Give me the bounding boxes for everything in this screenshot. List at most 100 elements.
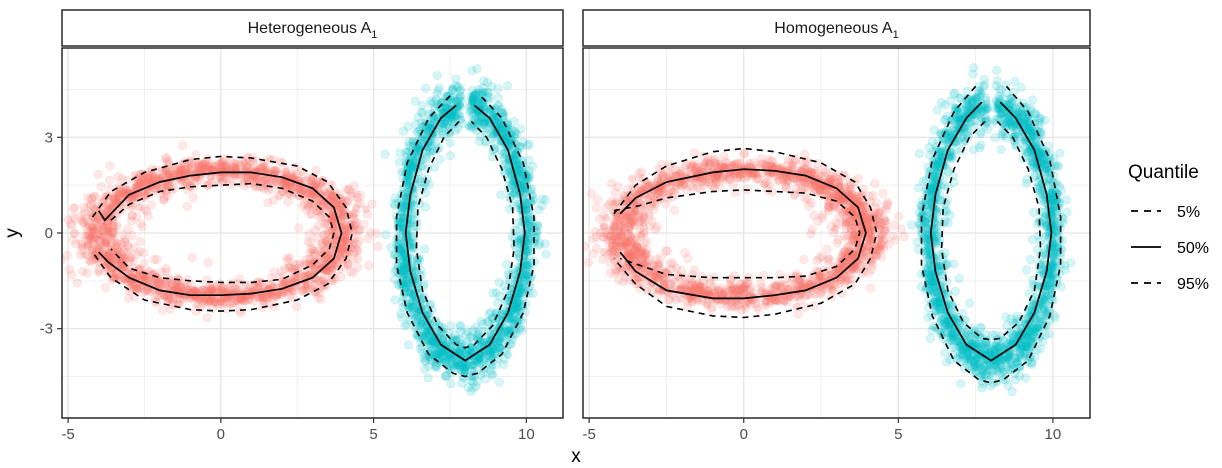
data-point [221, 160, 232, 170]
data-point [126, 256, 135, 264]
data-point [137, 222, 148, 232]
data-point [152, 290, 163, 300]
data-point [322, 237, 332, 247]
data-point [448, 84, 457, 93]
data-point [511, 147, 519, 155]
data-point [806, 229, 816, 239]
data-point [302, 188, 312, 198]
data-point [398, 198, 407, 207]
data-point [131, 178, 142, 188]
data-point [583, 257, 594, 268]
data-point [828, 285, 837, 294]
data-point [192, 289, 203, 299]
facet-label-heterogeneous: Heterogeneous A1 [248, 20, 378, 41]
data-point [809, 210, 819, 221]
data-point [191, 306, 201, 316]
data-point [95, 259, 104, 268]
data-point [176, 282, 186, 292]
data-point [139, 248, 149, 258]
data-point [134, 264, 145, 274]
data-point [349, 213, 359, 223]
data-point [270, 291, 280, 301]
data-point [261, 178, 271, 188]
data-point [294, 260, 305, 270]
data-point [292, 273, 302, 283]
data-point [159, 195, 169, 205]
data-point [688, 160, 697, 168]
data-point [89, 244, 98, 253]
data-point [306, 176, 316, 187]
data-point [182, 178, 192, 189]
data-point [106, 242, 117, 252]
data-point [193, 299, 203, 309]
data-point [181, 164, 191, 174]
data-point [77, 209, 87, 220]
data-point [212, 298, 223, 308]
data-point [417, 135, 426, 144]
data-point [349, 253, 359, 264]
facet-label-homogeneous: Homogeneous A1 [774, 20, 898, 41]
data-point [75, 250, 86, 260]
data-point [725, 280, 734, 289]
data-point [258, 183, 269, 194]
data-point [109, 227, 119, 238]
data-point [203, 180, 213, 190]
data-point [438, 356, 447, 365]
data-point [77, 216, 86, 225]
data-point [295, 270, 306, 281]
data-point [269, 267, 279, 277]
data-point [396, 308, 406, 319]
data-point [113, 171, 123, 182]
data-point [218, 283, 228, 293]
data-point [865, 283, 876, 293]
data-point [332, 258, 342, 269]
data-point [209, 297, 220, 308]
data-point [363, 233, 373, 244]
data-point [120, 253, 131, 264]
data-point [534, 205, 544, 215]
data-point [93, 169, 104, 180]
data-point [586, 189, 596, 199]
data-point [82, 239, 93, 250]
data-point [310, 246, 319, 255]
data-point [153, 277, 164, 287]
data-point [441, 102, 450, 111]
data-point [243, 294, 253, 305]
data-point [168, 293, 178, 303]
data-point [478, 319, 488, 329]
data-point [299, 255, 310, 265]
data-point [83, 217, 93, 227]
data-point [894, 211, 904, 221]
data-point [125, 252, 136, 262]
data-point [135, 178, 146, 189]
data-point [494, 277, 504, 288]
data-point [306, 284, 315, 293]
data-point [143, 174, 154, 184]
data-point [160, 279, 171, 289]
data-point [240, 166, 251, 176]
data-point [607, 179, 617, 189]
data-point [215, 296, 225, 306]
data-point [351, 218, 361, 228]
data-point [435, 154, 445, 165]
data-point [540, 239, 550, 249]
data-point [831, 224, 840, 233]
data-point [204, 165, 214, 176]
data-point [90, 192, 101, 202]
data-point [88, 233, 99, 243]
data-point [228, 162, 238, 172]
data-point [650, 261, 659, 269]
data-point [120, 186, 130, 197]
data-point [319, 219, 329, 229]
data-point [304, 253, 315, 264]
data-point [90, 216, 100, 226]
data-point [540, 195, 550, 205]
data-point [111, 268, 121, 278]
data-point [115, 243, 126, 253]
data-point [305, 209, 316, 219]
data-point [353, 253, 363, 264]
data-point [317, 212, 327, 222]
data-point [199, 160, 209, 170]
data-point [316, 239, 326, 249]
